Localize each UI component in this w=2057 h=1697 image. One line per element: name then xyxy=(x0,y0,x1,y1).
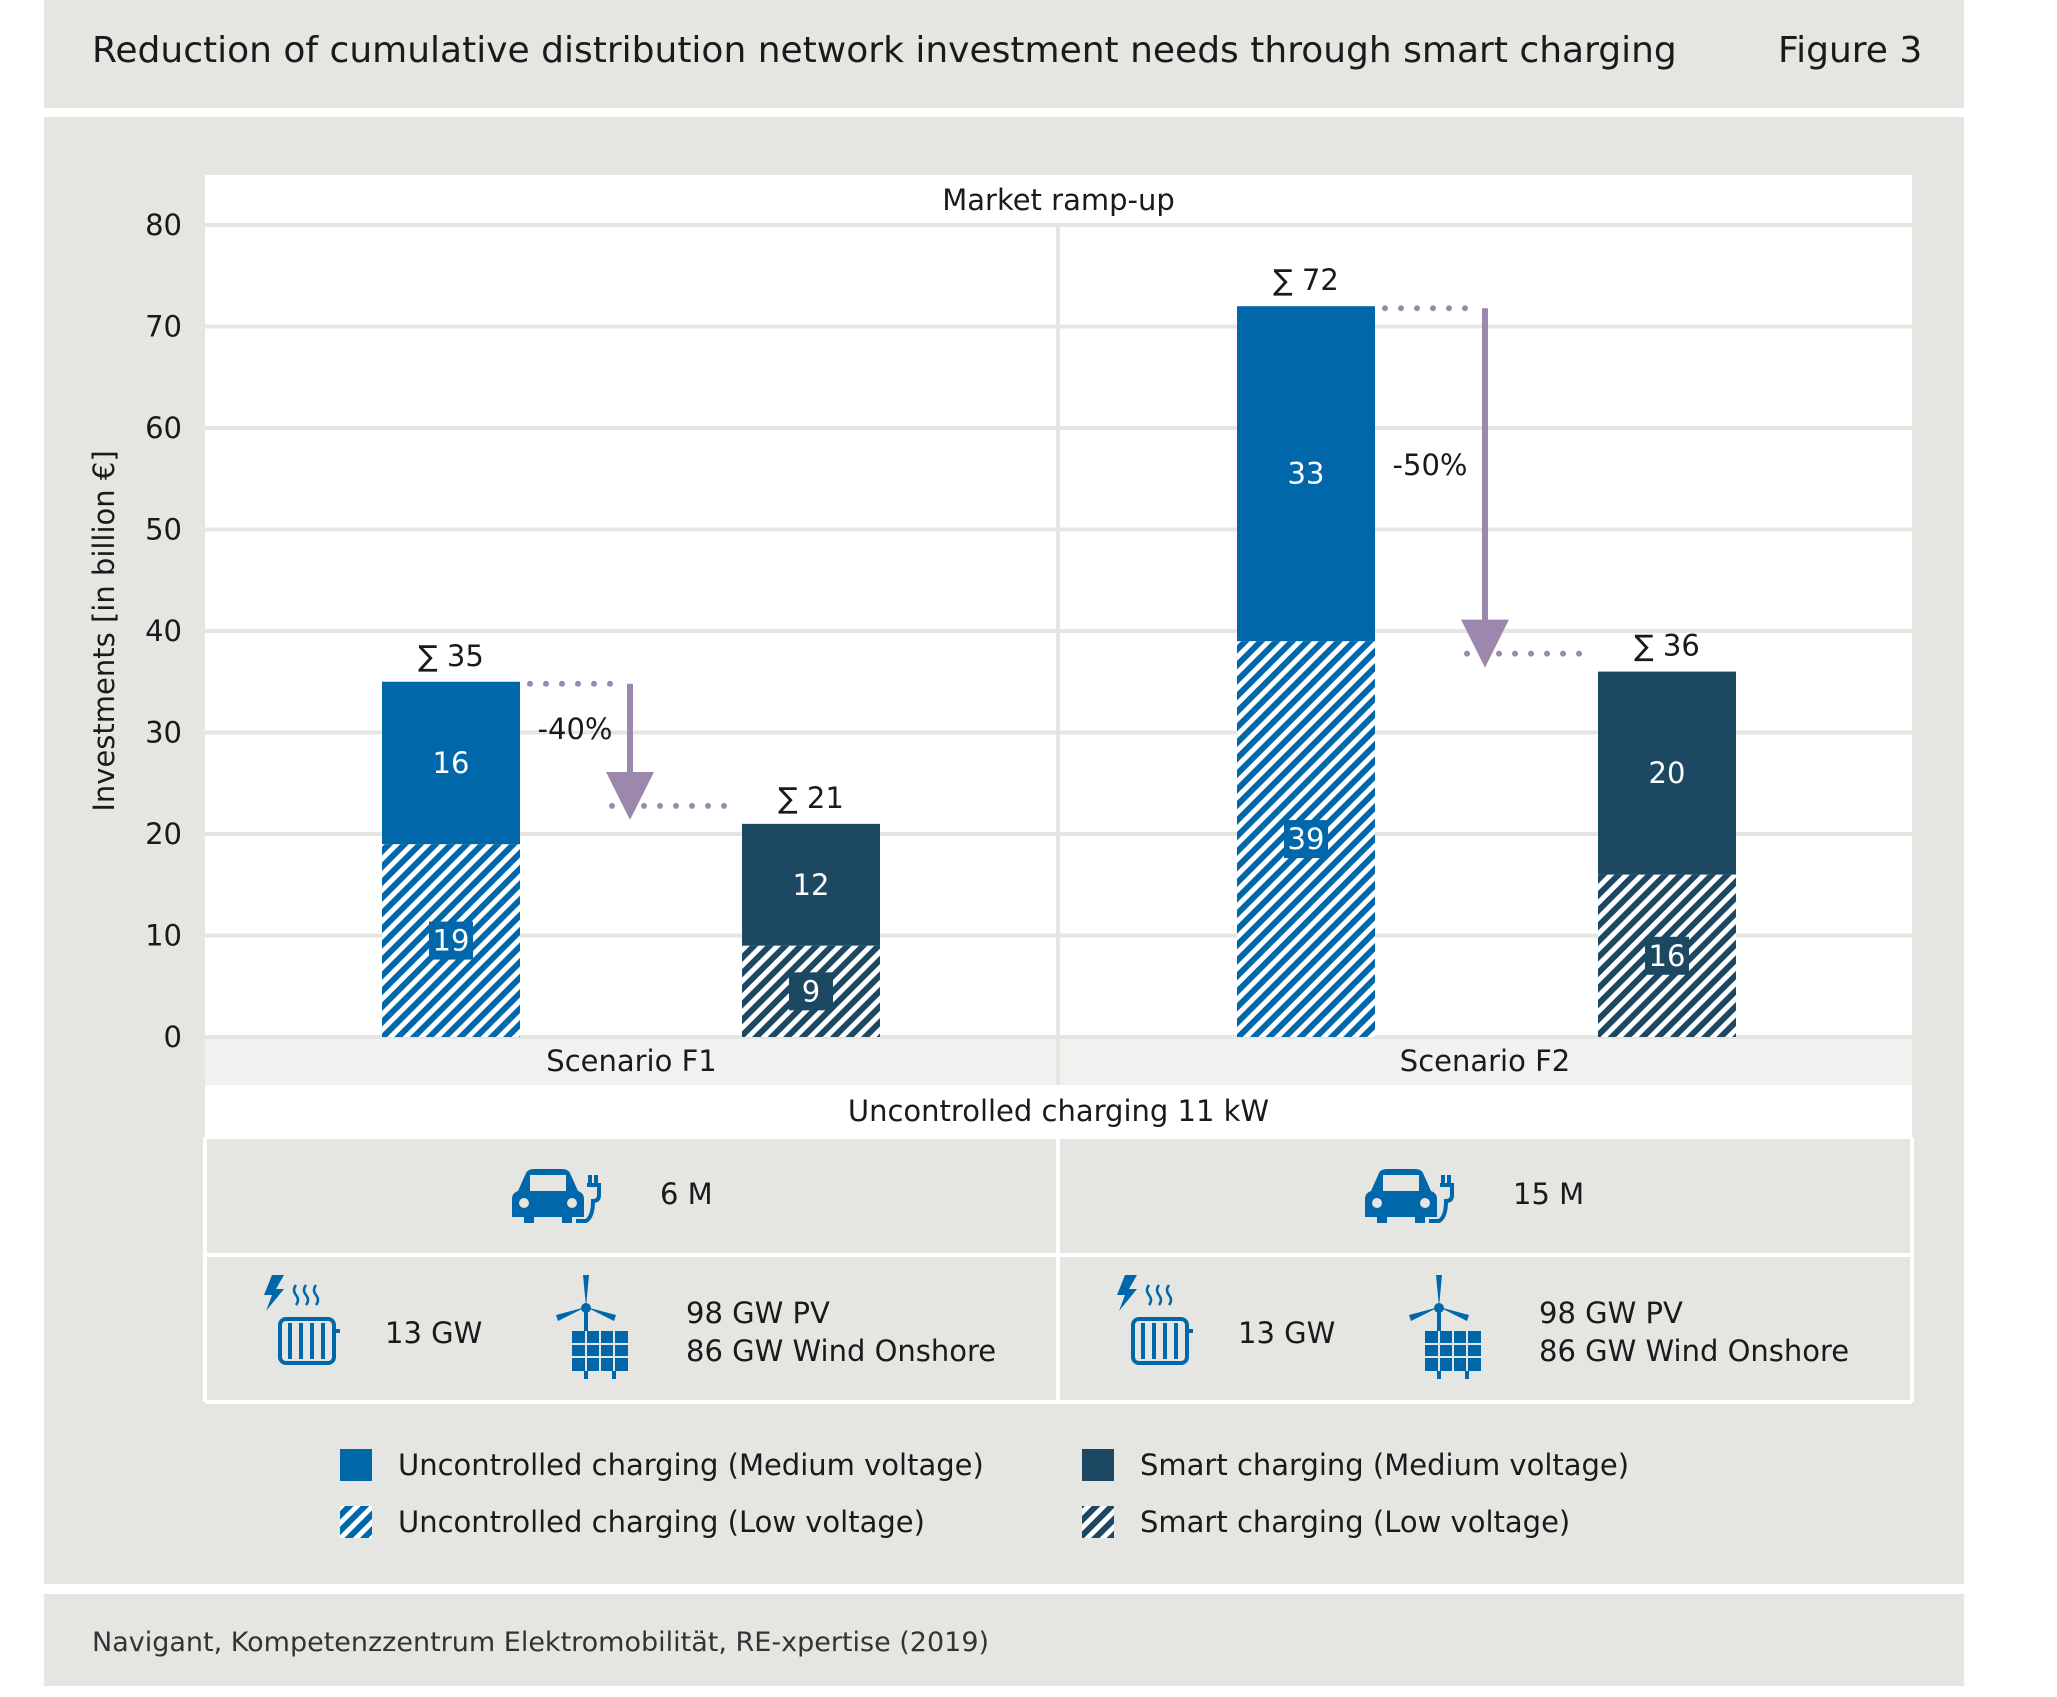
bar-value-label: 9 xyxy=(802,974,820,1008)
wind-value: 86 GW Wind Onshore xyxy=(1539,1334,1849,1368)
legend-swatch xyxy=(1082,1506,1114,1538)
bar-value-box xyxy=(429,921,473,960)
bar-value-box xyxy=(1284,820,1328,859)
y-axis-label: Investments [in billion €] xyxy=(87,450,121,811)
figure-label: Figure 3 xyxy=(1778,30,1923,71)
wind-solar-icon xyxy=(556,1275,628,1379)
heat-value: 13 GW xyxy=(1238,1316,1335,1350)
bar-value-label: 16 xyxy=(433,746,470,780)
y-tick-label: 80 xyxy=(145,208,182,242)
bar-value-label: 33 xyxy=(1288,457,1325,491)
legend-label: Uncontrolled charging (Low voltage) xyxy=(398,1505,925,1539)
bar-value-label: 12 xyxy=(793,868,830,902)
vehicles-value: 15 M xyxy=(1513,1177,1584,1211)
y-tick-label: 40 xyxy=(145,614,182,648)
y-tick-label: 30 xyxy=(145,716,182,750)
title-band xyxy=(44,0,1964,108)
reduction-label: -50% xyxy=(1393,448,1468,482)
source-note: Navigant, Kompetenzzentrum Elektromobili… xyxy=(92,1627,990,1658)
wind-value: 86 GW Wind Onshore xyxy=(686,1334,996,1368)
car-charging-icon xyxy=(1365,1169,1454,1223)
y-tick-label: 70 xyxy=(145,310,182,344)
panel-title: Market ramp-up xyxy=(942,183,1175,217)
bottom-label-row xyxy=(205,1085,1912,1137)
bar-value-label: 16 xyxy=(1649,939,1686,973)
vehicles-value: 6 M xyxy=(660,1177,713,1211)
wind-solar-icon xyxy=(1409,1275,1481,1379)
car-charging-icon xyxy=(512,1169,601,1223)
legend-label: Smart charging (Medium voltage) xyxy=(1140,1448,1629,1482)
footer-band xyxy=(44,1594,1964,1686)
y-tick-label: 60 xyxy=(145,411,182,445)
bar-value-box xyxy=(1645,936,1689,975)
heat-value: 13 GW xyxy=(385,1316,482,1350)
pv-value: 98 GW PV xyxy=(686,1296,830,1330)
bar-total-label: ∑ 72 xyxy=(1273,263,1339,297)
bar-segment-medium-voltage xyxy=(1598,671,1736,875)
bar-value-label: 39 xyxy=(1288,822,1325,856)
heat-pump-icon xyxy=(264,1275,340,1365)
bar-segment-medium-voltage xyxy=(382,681,520,845)
y-tick-label: 20 xyxy=(145,817,182,851)
bar-value-label: 20 xyxy=(1649,756,1686,790)
reduction-label: -40% xyxy=(538,712,613,746)
bar-segment-medium-voltage xyxy=(742,823,880,946)
bar-total-label: ∑ 21 xyxy=(778,781,844,815)
y-tick-label: 10 xyxy=(145,919,182,953)
legend-label: Uncontrolled charging (Medium voltage) xyxy=(398,1448,984,1482)
heat-pump-icon xyxy=(1117,1275,1193,1365)
y-tick-label: 50 xyxy=(145,513,182,547)
bar-total-label: ∑ 35 xyxy=(418,639,484,673)
bar-value-box xyxy=(789,972,833,1011)
bar-segment-medium-voltage xyxy=(1237,306,1375,642)
legend-swatch xyxy=(1082,1449,1114,1481)
scenario-label: Scenario F1 xyxy=(546,1044,716,1078)
pv-value: 98 GW PV xyxy=(1539,1296,1683,1330)
bar-total-label: ∑ 36 xyxy=(1634,629,1700,663)
scenario-label: Scenario F2 xyxy=(1400,1044,1570,1078)
bar-value-label: 19 xyxy=(433,924,470,958)
legend-swatch xyxy=(340,1449,372,1481)
chart-title: Reduction of cumulative distribution net… xyxy=(92,30,1677,71)
legend-swatch xyxy=(340,1506,372,1538)
bottom-label: Uncontrolled charging 11 kW xyxy=(848,1094,1269,1128)
legend-label: Smart charging (Low voltage) xyxy=(1140,1505,1570,1539)
y-tick-label: 0 xyxy=(164,1020,182,1054)
